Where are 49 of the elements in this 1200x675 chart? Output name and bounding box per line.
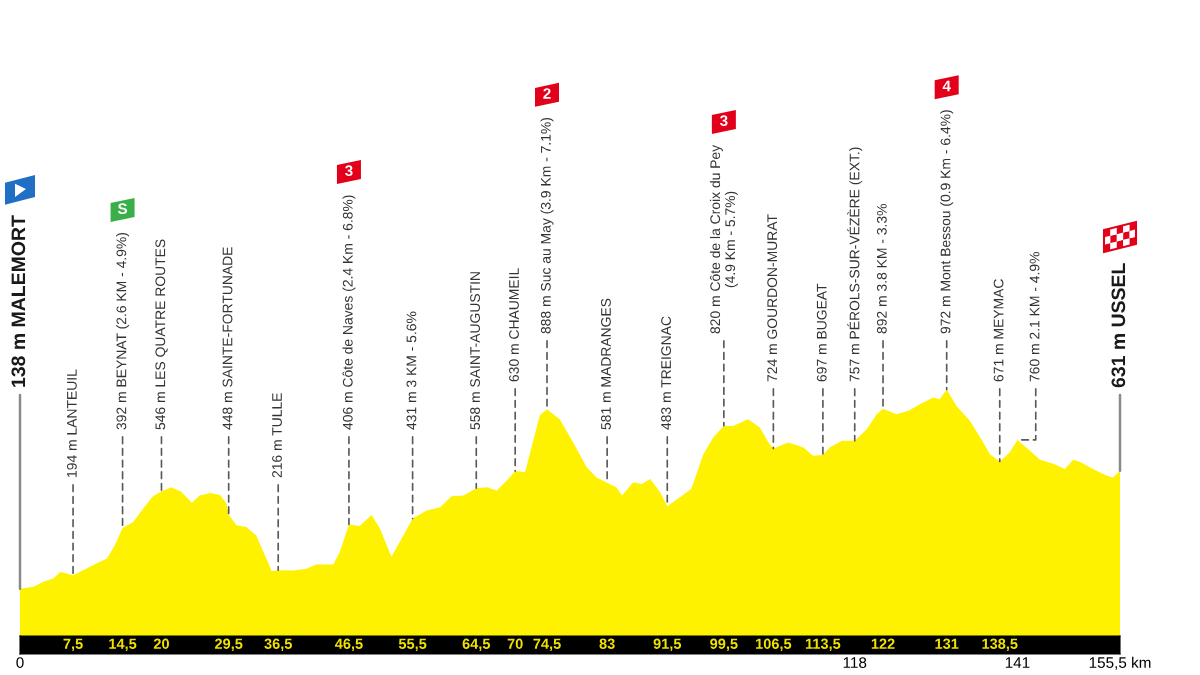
annotation: 392 m BEYNAT (2.6 KM - 4.9%) [116, 232, 130, 430]
text: 3 [719, 115, 728, 127]
annotation: 406 m Côte de Naves (2.4 Km - 6.8%) [342, 195, 356, 430]
annotation: 631 m USSEL [1111, 263, 1126, 388]
x-tick-label: 14,5 [109, 638, 137, 652]
annotation: 892 m 3.8 KM - 3.3% [876, 204, 887, 334]
x-tick-label: 55,5 [398, 638, 427, 652]
x-tick-label: 138,5 [982, 638, 1018, 652]
annotation: 760 m 2.1 KM - 4.9% [1029, 252, 1040, 382]
x-tick-label: 7,5 [63, 638, 83, 652]
annotation: 558 m SAINT-AUGUSTIN [470, 272, 480, 430]
annotation: 972 m Mont Bessou (0.9 Km - 6.4%) [940, 110, 954, 334]
x-tick-label: 106,5 [756, 638, 792, 652]
x-tick-label: 29,5 [215, 638, 243, 652]
x-tick-label: 70 [507, 638, 523, 649]
x-tick-label: 46,5 [334, 638, 363, 652]
text: 3 [345, 165, 353, 177]
annotation: 138 m MALEMORT [11, 215, 26, 387]
x-tick-label: 113,5 [805, 638, 841, 652]
text: 2 [543, 88, 551, 99]
annotation: 483 m TREIGNAC [661, 316, 671, 430]
text: 4 [942, 80, 951, 92]
annotation: 581 m MADRANGES [601, 298, 611, 430]
x-tick-label: 122 [871, 638, 895, 649]
x-tick-label: 20 [153, 638, 169, 649]
x-tick-label: 74,5 [533, 638, 561, 652]
annotation: 888 m Suc au May (3.9 Km - 7.1%) [540, 117, 554, 334]
annotation: 216 m TULLE [272, 393, 282, 478]
annotation: 724 m GOURDON-MURAT [767, 214, 778, 382]
x2-tick-label: 0 [16, 657, 24, 668]
x-tick-label: 91,5 [653, 638, 682, 652]
x-tick-label: 83 [599, 638, 615, 649]
x2-tick-label: 118 [843, 657, 867, 668]
x-tick-label: 99,5 [710, 638, 738, 652]
annotation: 630 m CHAUMEIL [509, 268, 519, 382]
annotation: 194 m LANTEUIL [66, 369, 77, 477]
annotation: 697 m BUGEAT [816, 283, 827, 382]
x-tick-label: 131 [935, 638, 959, 649]
x-tick-label: 36,5 [264, 638, 292, 652]
text: S [117, 203, 128, 215]
annotation: 671 m MEYMAC [993, 279, 1004, 382]
x2-tick-label: 155,5 km [1089, 656, 1151, 670]
annotation: 431 m 3 KM - 5.6% [406, 311, 417, 430]
annotation: 448 m SAINTE-FORTUNADE [222, 247, 233, 430]
x-tick-label: 64,5 [462, 638, 491, 652]
annotation: 546 m LES QUATRE ROUTES [155, 239, 168, 430]
annotation: 820 m Côte de la Croix du Pey (4.9 Km - 5.7%) [709, 144, 738, 334]
annotation: 757 m PÉROLS-SUR-VÉZÈRE (EXT.) [847, 147, 863, 382]
x2-tick-label: 141 [1005, 657, 1030, 668]
